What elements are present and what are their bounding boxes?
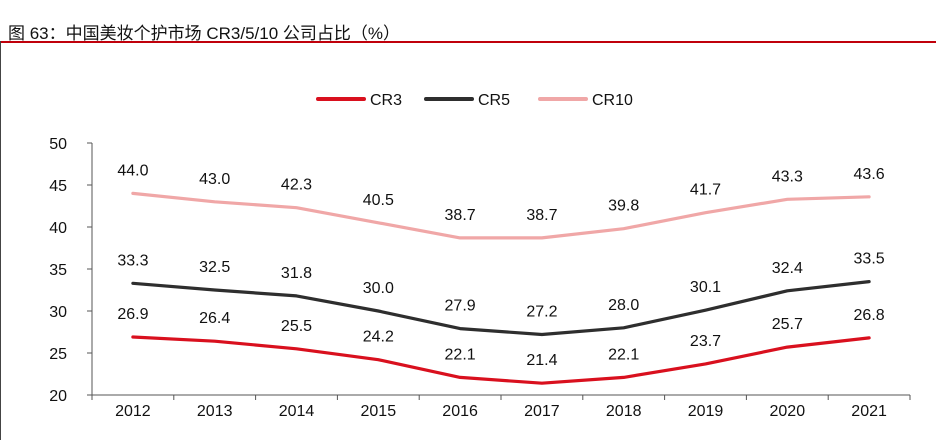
series-line-cr5 [131,280,871,337]
legend-label-cr10: CR10 [592,92,633,109]
data-label-cr5: 27.2 [526,304,557,321]
data-labels: 26.9 26.4 25.5 24.2 22.1 21.4 22.1 23.7 25.7 26.8… [117,162,884,369]
data-label-cr3: 21.4 [526,352,557,369]
x-tick-label: 2020 [770,403,806,420]
legend-label-cr3: CR3 [370,92,402,109]
axes: 20 25 30 35 40 45 50 2012 2013 2014 2015 2016 2017 20… [49,136,911,420]
caption-rule [0,41,936,43]
data-label-cr10: 40.5 [363,192,394,209]
data-label-cr3: 26.4 [199,310,230,327]
data-label-cr3: 24.2 [363,329,394,346]
data-label-cr10: 43.3 [772,168,803,185]
x-tick-label: 2014 [279,403,315,420]
data-label-cr5: 33.3 [117,252,148,269]
data-label-cr5: 30.0 [363,280,394,297]
data-label-cr5: 32.5 [199,259,230,276]
data-label-cr10: 39.8 [608,198,639,215]
x-tick-label: 2013 [197,403,233,420]
data-label-cr10: 44.0 [117,162,148,179]
y-tick-label: 40 [49,220,67,237]
y-tick-label: 25 [49,346,67,363]
x-tick-label: 2012 [115,403,151,420]
x-tick-label: 2018 [606,403,642,420]
data-label-cr3: 25.7 [772,316,803,333]
data-label-cr3: 26.9 [117,306,148,323]
x-tick-label: 2019 [688,403,724,420]
x-tick-label: 2015 [361,403,397,420]
data-label-cr5: 27.9 [445,298,476,315]
legend-label-cr5: CR5 [478,92,510,109]
left-border [0,41,1,440]
data-label-cr10: 41.7 [690,182,721,199]
y-tick-label: 30 [49,304,67,321]
data-label-cr5: 30.1 [690,279,721,296]
data-label-cr10: 43.6 [854,166,885,183]
x-tick-label: 2021 [851,403,887,420]
y-tick-label: 20 [49,388,67,405]
series-line-cr10 [131,191,871,240]
data-label-cr3: 25.5 [281,318,312,335]
y-tick-label: 45 [49,178,67,195]
data-label-cr5: 28.0 [608,297,639,314]
x-tick-label: 2017 [524,403,560,420]
data-label-cr3: 22.1 [445,346,476,363]
y-tick-label: 35 [49,262,67,279]
data-label-cr5: 31.8 [281,265,312,282]
data-label-cr10: 42.3 [281,177,312,194]
data-label-cr10: 38.7 [526,207,557,224]
series-lines [131,191,871,385]
data-label-cr3: 26.8 [854,307,885,324]
data-label-cr3: 22.1 [608,346,639,363]
series-line-cr3 [131,335,871,385]
data-label-cr3: 23.7 [690,333,721,350]
data-label-cr10: 38.7 [445,207,476,224]
data-label-cr5: 32.4 [772,260,803,277]
data-label-cr10: 43.0 [199,171,230,188]
figure-caption: 图 63：中国美妆个护市场 CR3/5/10 公司占比（%） [8,24,401,43]
x-tick-label: 2016 [442,403,478,420]
data-label-cr5: 33.5 [854,251,885,268]
legend: CR3 CR5 CR10 [316,92,633,109]
y-tick-label: 50 [49,136,67,153]
